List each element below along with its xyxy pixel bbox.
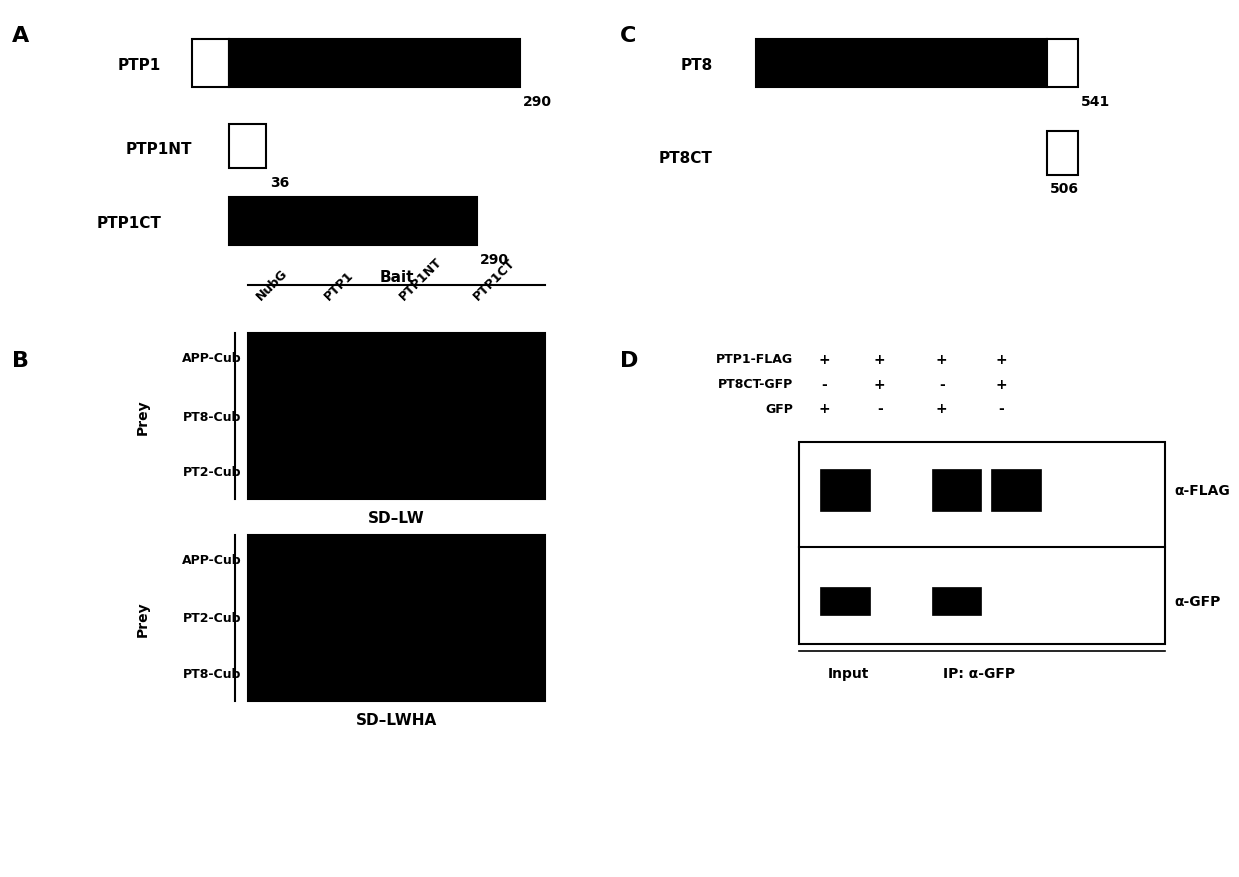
Bar <box>932 469 981 511</box>
Bar <box>820 469 870 511</box>
Text: PTP1NT: PTP1NT <box>396 255 445 303</box>
Bar <box>1047 39 1078 88</box>
Text: SD–LWHA: SD–LWHA <box>356 712 437 727</box>
Text: PT2-Cub: PT2-Cub <box>183 612 242 624</box>
Bar <box>192 39 229 88</box>
Text: 36: 36 <box>270 175 290 189</box>
Text: IP: α-GFP: IP: α-GFP <box>943 667 1015 681</box>
Text: α-GFP: α-GFP <box>1175 595 1220 609</box>
Text: NubG: NubG <box>254 267 290 303</box>
Text: Bait: Bait <box>379 270 414 285</box>
Text: +: + <box>935 402 948 416</box>
Text: B: B <box>12 351 30 371</box>
Text: PT8CT: PT8CT <box>659 150 712 166</box>
Bar <box>248 535 545 702</box>
Text: D: D <box>620 351 638 371</box>
Text: A: A <box>12 26 30 46</box>
Bar <box>1047 132 1078 175</box>
Text: -: - <box>939 377 944 391</box>
Text: +: + <box>873 353 886 367</box>
Bar <box>229 39 520 88</box>
Text: PTP1-FLAG: PTP1-FLAG <box>716 353 793 366</box>
Text: Input: Input <box>828 667 870 681</box>
Text: +: + <box>818 353 830 367</box>
Bar <box>229 125 266 168</box>
Text: PTP1CT: PTP1CT <box>471 256 518 303</box>
Text: PT8: PT8 <box>680 58 712 74</box>
Text: PT8-Cub: PT8-Cub <box>183 667 242 680</box>
Text: Prey: Prey <box>135 399 150 434</box>
Text: -: - <box>821 377 826 391</box>
Text: +: + <box>935 353 948 367</box>
Text: PTP1NT: PTP1NT <box>125 141 192 157</box>
Text: 290: 290 <box>523 95 551 109</box>
Text: 541: 541 <box>1080 95 1110 109</box>
Text: α-FLAG: α-FLAG <box>1175 483 1230 497</box>
Text: APP-Cub: APP-Cub <box>182 352 242 365</box>
Bar <box>820 588 870 616</box>
Bar <box>756 39 1047 88</box>
Text: 290: 290 <box>479 253 508 267</box>
Text: -: - <box>877 402 882 416</box>
Text: +: + <box>995 377 1007 391</box>
Text: PTP1: PTP1 <box>118 58 161 74</box>
Text: PTP1: PTP1 <box>322 268 357 303</box>
Bar <box>991 469 1041 511</box>
Text: +: + <box>818 402 830 416</box>
Text: Prey: Prey <box>135 601 150 636</box>
Text: APP-Cub: APP-Cub <box>182 553 242 567</box>
Text: PTP1CT: PTP1CT <box>97 216 161 232</box>
Text: PT2-Cub: PT2-Cub <box>183 465 242 478</box>
Bar <box>799 443 1165 645</box>
Text: -: - <box>999 402 1004 416</box>
Bar <box>229 197 477 246</box>
Text: +: + <box>995 353 1007 367</box>
Text: PT8-Cub: PT8-Cub <box>183 410 242 423</box>
Bar <box>248 333 545 500</box>
Text: 506: 506 <box>1049 182 1078 196</box>
Text: SD–LW: SD–LW <box>368 510 425 525</box>
Bar <box>932 588 981 616</box>
Text: GFP: GFP <box>766 403 793 415</box>
Text: +: + <box>873 377 886 391</box>
Text: C: C <box>620 26 636 46</box>
Text: PT8CT-GFP: PT8CT-GFP <box>717 378 793 390</box>
